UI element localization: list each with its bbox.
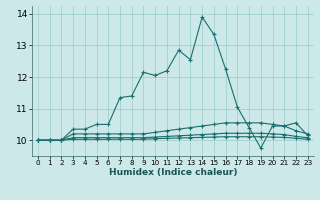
X-axis label: Humidex (Indice chaleur): Humidex (Indice chaleur): [108, 168, 237, 177]
